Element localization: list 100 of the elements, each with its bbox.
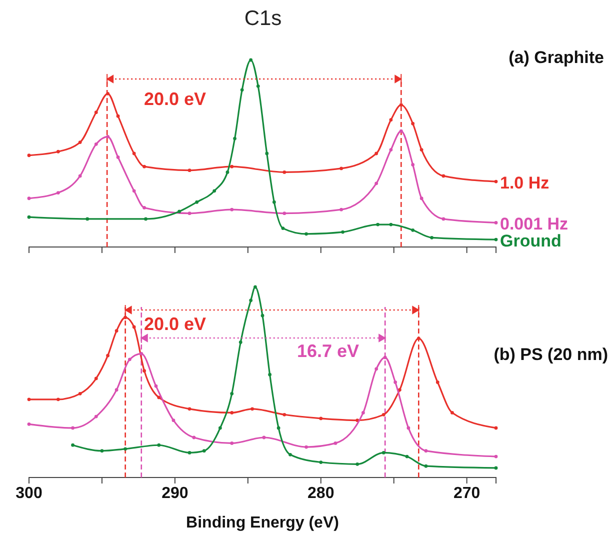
point [319, 460, 323, 464]
x-axis-title: Binding Energy (eV) [186, 514, 339, 532]
point [340, 208, 343, 212]
point [100, 449, 104, 453]
point [188, 212, 192, 216]
point [374, 152, 378, 156]
point [106, 92, 110, 96]
point [424, 449, 428, 453]
point [192, 436, 196, 440]
point [494, 221, 498, 224]
point [124, 447, 128, 451]
point [157, 443, 161, 447]
point [71, 426, 74, 430]
point [142, 164, 146, 168]
point [374, 367, 378, 371]
point [249, 58, 253, 62]
point [362, 411, 365, 414]
point [86, 217, 90, 221]
point [249, 298, 253, 302]
annotation: 16.7 eV [296, 341, 360, 361]
point [94, 110, 98, 114]
point [94, 414, 98, 418]
point [106, 354, 110, 358]
point [389, 148, 393, 152]
point [276, 426, 280, 430]
point [399, 103, 403, 107]
point [202, 449, 206, 453]
series-label: Ground [500, 231, 562, 250]
point [304, 232, 308, 236]
annotation: 20.0 eV [144, 314, 206, 334]
point [94, 376, 98, 380]
point [382, 412, 386, 416]
point [340, 166, 343, 170]
point [154, 384, 158, 388]
point [116, 156, 120, 159]
point [56, 191, 60, 194]
point [411, 163, 415, 166]
point [374, 182, 378, 186]
point [334, 442, 338, 445]
point [132, 152, 136, 156]
point [212, 189, 216, 193]
point [218, 426, 222, 430]
point [195, 200, 199, 204]
point [132, 189, 136, 193]
point [262, 436, 266, 440]
point [188, 407, 192, 411]
point [265, 152, 269, 156]
point [494, 238, 498, 242]
point [260, 314, 264, 318]
point [442, 174, 446, 178]
point [383, 356, 387, 360]
x-tick-label: 300 [16, 484, 42, 502]
point [406, 426, 410, 430]
point [494, 426, 498, 430]
point [304, 445, 308, 449]
point [420, 196, 424, 200]
point [78, 392, 82, 396]
point [106, 134, 110, 138]
series-label: 1.0 Hz [500, 174, 550, 192]
point [411, 122, 415, 126]
point [78, 174, 82, 178]
point [398, 388, 402, 392]
point [494, 180, 498, 184]
point [230, 208, 234, 212]
x-tick-label: 280 [308, 484, 334, 502]
point [494, 454, 498, 458]
point [282, 212, 286, 216]
point [172, 418, 176, 422]
point [188, 168, 192, 172]
series-label: 0.001 Hz [500, 214, 568, 234]
point [272, 200, 276, 204]
point [256, 84, 260, 88]
point [56, 150, 60, 154]
point [254, 285, 257, 289]
point [27, 215, 31, 219]
point [27, 154, 31, 158]
point [282, 412, 286, 416]
point [124, 316, 128, 320]
text: (a) Graphite [508, 48, 604, 67]
point [282, 170, 286, 174]
point [157, 396, 161, 400]
point [450, 411, 454, 414]
point [382, 451, 386, 454]
point [319, 416, 323, 420]
point [424, 464, 428, 468]
point [142, 206, 146, 210]
point [142, 369, 146, 373]
point [288, 452, 292, 456]
point [356, 462, 360, 466]
point [238, 340, 242, 344]
point [132, 325, 136, 329]
annotation: 20.0 eV [144, 89, 206, 109]
point [230, 411, 234, 414]
text: (b) PS (20 nm) [494, 345, 608, 364]
point [389, 222, 393, 226]
point [188, 451, 192, 454]
point [394, 380, 397, 384]
point [56, 398, 60, 402]
point [114, 329, 118, 333]
point [250, 407, 254, 411]
